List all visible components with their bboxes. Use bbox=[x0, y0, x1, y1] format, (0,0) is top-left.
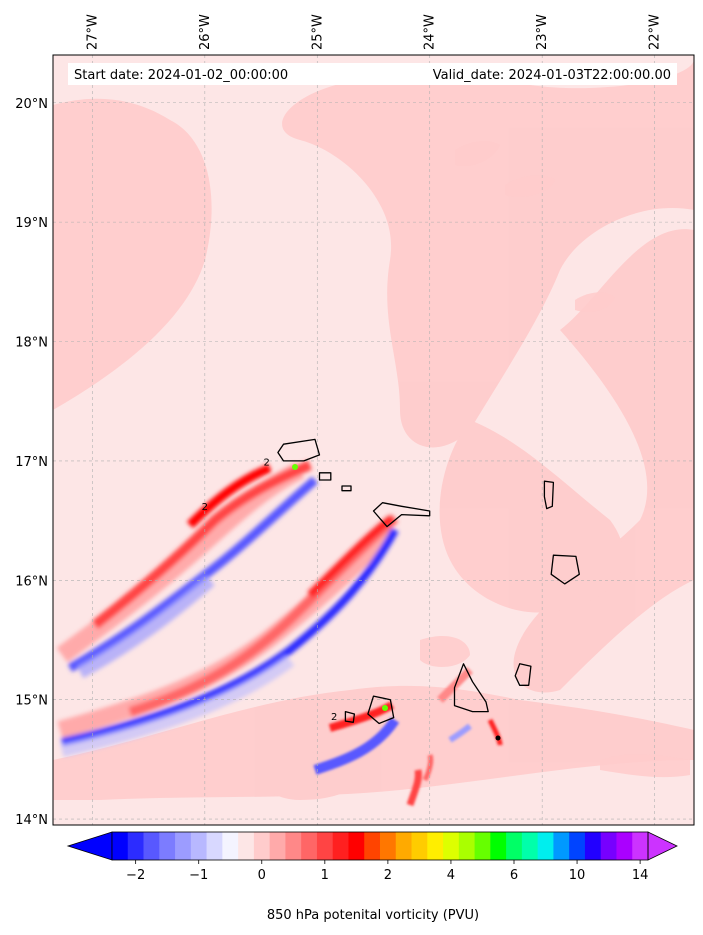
pv-hotspots bbox=[292, 464, 501, 741]
colorbar-tick-label: 6 bbox=[510, 868, 518, 883]
lon-tick-label: 27°W bbox=[85, 14, 100, 50]
gridlines bbox=[53, 55, 694, 825]
colorbar-swatch bbox=[269, 832, 286, 860]
colorbar-swatch bbox=[253, 832, 271, 860]
island-outline bbox=[453, 663, 489, 713]
colorbar-swatch bbox=[364, 832, 381, 860]
lat-tick-label: 19°N bbox=[15, 216, 48, 231]
contour-label: 2 bbox=[263, 458, 269, 469]
colorbar-tick-label: −2 bbox=[126, 868, 145, 883]
colorbar-swatch bbox=[443, 832, 460, 860]
colorbar-frame bbox=[111, 831, 649, 861]
lat-tick-label: 14°N bbox=[15, 813, 48, 828]
colorbar-tick-label: 1 bbox=[321, 868, 329, 883]
latitude-tick-labels: 20°N 19°N 18°N 17°N 16°N 15°N 14°N bbox=[15, 97, 48, 828]
light-pv-streaks bbox=[420, 140, 690, 778]
colorbar-swatch bbox=[474, 832, 491, 860]
longitude-tick-labels: 27°W 26°W 25°W 24°W 23°W 22°W bbox=[85, 14, 662, 50]
pv-filament-north bbox=[56, 460, 318, 679]
map-area[interactable]: 2 2 2 Start date: 2024-01-02_00:00:00 Vali… bbox=[53, 55, 694, 825]
lon-tick-label: 24°W bbox=[423, 14, 438, 50]
colorbar-tick-label: −1 bbox=[189, 868, 208, 883]
header-background bbox=[68, 63, 677, 85]
colorbar-tick-label: 4 bbox=[447, 868, 455, 883]
lat-tick-label: 17°N bbox=[15, 455, 48, 470]
colorbar-swatch bbox=[427, 832, 444, 860]
colorbar-swatch bbox=[285, 832, 302, 860]
colorbar-swatch bbox=[380, 832, 397, 860]
colorbar-swatch bbox=[506, 832, 523, 860]
contour-label: 2 bbox=[331, 712, 337, 723]
contour-label: 2 bbox=[202, 502, 208, 513]
colorbar-swatch bbox=[569, 832, 586, 860]
start-date-label: Start date: 2024-01-02_00:00:00 bbox=[74, 68, 288, 83]
valid-date-label: Valid_date: 2024-01-03T22:00:00.00 bbox=[433, 68, 671, 83]
colorbar-swatch bbox=[127, 832, 144, 860]
island-outline bbox=[277, 438, 321, 462]
coastlines bbox=[277, 438, 580, 725]
colorbar-swatch bbox=[175, 832, 192, 860]
colorbar-swatch bbox=[222, 832, 239, 860]
colorbar: −2 −1 0 1 2 4 6 10 14 bbox=[66, 831, 678, 883]
lon-tick-label: 23°W bbox=[535, 14, 550, 50]
colorbar-swatch bbox=[238, 832, 255, 860]
lat-tick-label: 16°N bbox=[15, 574, 48, 589]
colorbar-swatch bbox=[316, 832, 334, 860]
island-outline bbox=[372, 502, 431, 528]
colorbar-swatch bbox=[616, 832, 633, 860]
colorbar-swatch bbox=[490, 832, 507, 860]
colorbar-tick-label: 2 bbox=[384, 868, 392, 883]
colorbar-label: 850 hPa potenital vorticity (PVU) bbox=[267, 908, 479, 923]
map-frame bbox=[52, 54, 695, 826]
lon-tick-label: 25°W bbox=[310, 14, 325, 50]
colorbar-swatch bbox=[348, 832, 365, 860]
colorbar-swatch bbox=[112, 832, 129, 860]
island-outline bbox=[514, 663, 532, 686]
lon-tick-label: 26°W bbox=[198, 14, 213, 50]
island-outline bbox=[550, 554, 580, 585]
colorbar-tick-label: 0 bbox=[258, 868, 266, 883]
lat-tick-label: 18°N bbox=[15, 336, 48, 351]
colorbar-swatch bbox=[537, 832, 554, 860]
colorbar-over-arrow bbox=[647, 831, 678, 861]
colorbar-under-arrow bbox=[66, 831, 113, 861]
colorbar-tick-label: 14 bbox=[632, 868, 649, 883]
colorbar-swatch bbox=[301, 832, 318, 860]
colorbar-swatch bbox=[159, 832, 176, 860]
colorbar-swatch bbox=[458, 832, 475, 860]
colorbar-swatch bbox=[521, 832, 539, 860]
colorbar-swatch bbox=[632, 832, 649, 860]
lat-tick-label: 20°N bbox=[15, 97, 48, 112]
island-outline bbox=[318, 472, 332, 481]
colorbar-swatch bbox=[411, 832, 428, 860]
colorbar-swatch bbox=[553, 832, 570, 860]
island-outline bbox=[543, 480, 555, 510]
colorbar-swatch bbox=[206, 832, 223, 860]
lat-tick-label: 15°N bbox=[15, 694, 48, 709]
island-outline bbox=[344, 710, 356, 723]
island-outline bbox=[341, 485, 352, 492]
colorbar-swatch bbox=[584, 832, 602, 860]
colorbar-swatch bbox=[600, 832, 617, 860]
lon-tick-label: 22°W bbox=[648, 14, 663, 50]
colorbar-swatch bbox=[143, 832, 160, 860]
colorbar-swatch bbox=[332, 832, 349, 860]
island-outline bbox=[367, 695, 395, 725]
colorbar-swatch bbox=[395, 832, 412, 860]
colorbar-swatch bbox=[190, 832, 207, 860]
contour-labels: 2 2 2 bbox=[202, 458, 338, 723]
colorbar-tick-label: 10 bbox=[569, 868, 586, 883]
